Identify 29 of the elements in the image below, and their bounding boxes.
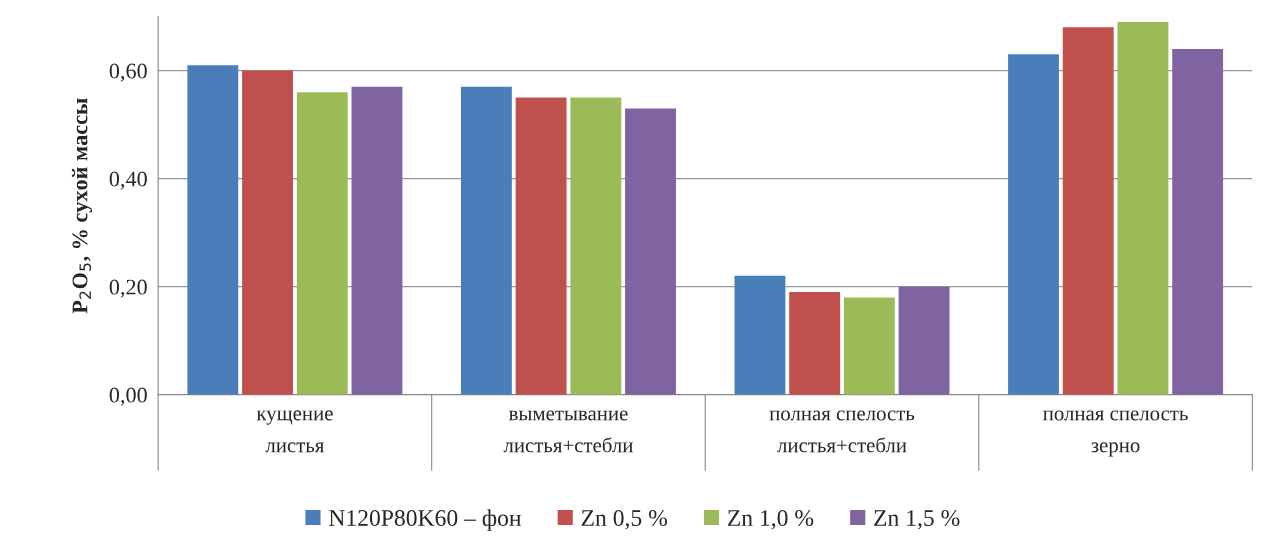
legend-label: Zn 1,5 % bbox=[874, 510, 960, 530]
y-tick-label: 0,20 bbox=[109, 279, 147, 298]
bar bbox=[898, 286, 950, 395]
bar bbox=[1062, 27, 1114, 395]
x-tick-label: полная спелость листья+стебли bbox=[769, 410, 915, 453]
legend-label: N120P80K60 – фон bbox=[329, 509, 521, 531]
x-tick-label: выметывание листья+стебли bbox=[503, 410, 633, 453]
bar bbox=[1172, 48, 1224, 395]
y-tick-label: 0,40 bbox=[109, 171, 147, 190]
bar bbox=[843, 297, 895, 395]
y-tick-label: 0,60 bbox=[109, 63, 147, 82]
bar bbox=[734, 275, 786, 395]
x-tick-label: кущение листья bbox=[256, 410, 333, 453]
legend-label: Zn 1,0 % bbox=[727, 510, 814, 530]
x-tick-label: полная спелость зерно bbox=[1043, 410, 1188, 457]
bar bbox=[187, 65, 239, 395]
bar bbox=[515, 97, 567, 395]
bar bbox=[1117, 21, 1169, 395]
bar bbox=[1008, 54, 1059, 395]
y-tick-label: 0,00 bbox=[109, 387, 147, 406]
bar bbox=[296, 92, 348, 395]
bar bbox=[625, 108, 676, 395]
bar bbox=[460, 86, 512, 395]
y-axis-title: P$_{2}$O$_{5}$, % сухой массы bbox=[71, 98, 93, 314]
bar bbox=[351, 86, 403, 395]
legend-label: Zn 0,5 % bbox=[581, 510, 667, 530]
bar bbox=[570, 97, 622, 395]
bar bbox=[789, 292, 841, 395]
bar bbox=[242, 70, 293, 395]
